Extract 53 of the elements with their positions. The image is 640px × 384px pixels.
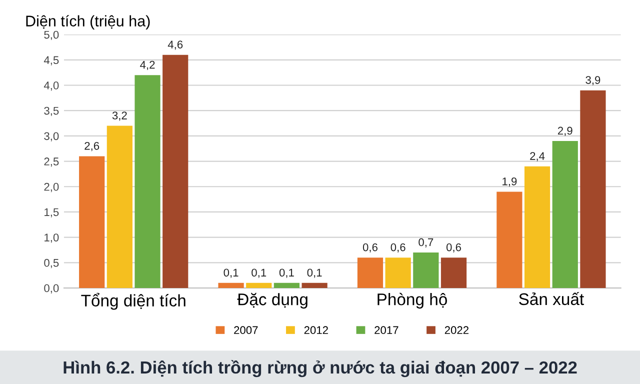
- y-axis-title: Diện tích (triệu ha): [26, 15, 150, 30]
- bar: [79, 156, 105, 288]
- data-label: 0,1: [224, 268, 238, 278]
- bar: [385, 258, 411, 288]
- text: Hình 6.2. Diện tích trồng rừng ở nước ta giai đoạn 2007 – 2022: [64, 360, 577, 378]
- y-tick-label: 1,0: [44, 234, 59, 243]
- data-label: 0,6: [390, 243, 406, 253]
- x-tick-label: Đặc dụng: [237, 292, 308, 309]
- x-tick-label: Phòng hộ: [378, 292, 447, 309]
- bar: [274, 282, 300, 288]
- legend-label: 2012: [304, 326, 328, 334]
- bar: [580, 90, 606, 288]
- data-label: 2,4: [530, 152, 545, 162]
- bar: [106, 126, 132, 288]
- data-label: 4,2: [140, 60, 155, 70]
- y-tick-label: 4,0: [44, 82, 59, 91]
- data-label: 0,7: [418, 238, 434, 248]
- y-tick-label: 2,5: [44, 158, 59, 167]
- data-label: 0,1: [307, 268, 322, 278]
- data-label: 3,9: [586, 76, 600, 86]
- data-label: 0,1: [252, 268, 266, 278]
- legend-label: 2022: [444, 326, 468, 334]
- y-tick-label: 2,0: [44, 182, 59, 192]
- data-label: 0,6: [362, 243, 378, 253]
- bar: [524, 166, 550, 288]
- data-label: 0,1: [279, 268, 294, 278]
- data-label: 3,2: [112, 112, 127, 121]
- data-label: 2,9: [558, 126, 572, 136]
- bar: [440, 258, 467, 288]
- y-tick-label: 0,5: [44, 258, 59, 268]
- bar: [357, 258, 384, 288]
- bar: [496, 192, 522, 288]
- y-tick-label: 5,0: [44, 30, 59, 40]
- bar: [413, 252, 439, 288]
- x-tick-label: Tổng diện tích: [81, 292, 186, 310]
- y-tick-label: 0,0: [44, 284, 59, 294]
- bar: [162, 54, 188, 288]
- legend-label: 2017: [374, 326, 398, 334]
- data-label: 1,9: [502, 177, 517, 187]
- x-tick-label: Sản xuất: [519, 292, 584, 306]
- data-label: 2,6: [84, 142, 100, 152]
- y-tick-label: 4,5: [44, 56, 59, 66]
- y-tick-label: 1,5: [44, 208, 59, 218]
- bar: [134, 75, 160, 288]
- legend-label: 2007: [234, 326, 258, 334]
- data-label: 4,6: [168, 40, 183, 50]
- bar: [552, 141, 578, 288]
- bar: [302, 282, 328, 288]
- bar: [246, 282, 272, 288]
- bar: [218, 282, 244, 288]
- y-tick-label: 3,5: [44, 106, 59, 116]
- y-tick-label: 3,0: [44, 132, 59, 142]
- data-label: 0,6: [446, 243, 461, 253]
